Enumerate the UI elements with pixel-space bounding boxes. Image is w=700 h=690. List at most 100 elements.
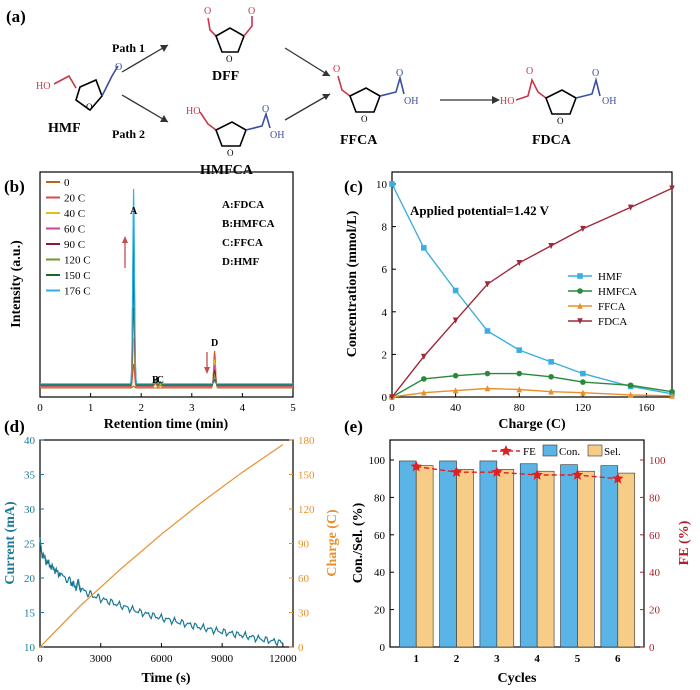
panel-d-label: (d) [4,417,25,436]
panel-a: (a) HO O O HMF Path 1 Path 2 O O O DFF [6,6,616,178]
panel-d-ytick-left-label: 15 [24,608,36,620]
panel-c-legend-label: FDCA [598,316,627,328]
panel-c-series [389,181,675,401]
panel-c-ytick-label: 4 [382,307,388,319]
panel-e-bar-sel [496,469,515,648]
panel-e-ticks: 0 0 20 20 40 40 60 60 80 80 100 100 1 2 3 4 5 6 [369,455,667,665]
panel-e-fe-point [571,469,584,480]
panel-c-point-HMFCA [627,382,634,389]
panel-c-point-FDCA [669,185,675,192]
panel-b-legend-label: 20 C [64,193,85,205]
panel-c-label: (c) [344,177,363,196]
panel-e-xtick-label: 5 [575,653,581,665]
panel-c-point-FFCA [452,387,459,394]
panel-b-peak-label-C: C [157,375,164,386]
panel-e-ytick-left-label: 60 [374,530,386,542]
hmfca-ring-o: O [227,148,234,158]
molecule-dff: O O O DFF [204,6,255,84]
ffca-acid-o: O [396,68,403,79]
panel-e-fe-point [612,472,624,484]
panel-d-xtick-label: 9000 [211,653,234,665]
fdca-left-ho: HO [500,96,514,107]
panel-c-point-HMF [484,328,491,334]
panel-c-legend-marker [577,318,583,325]
panel-b-x-ticks: 0 1 2 3 4 5 [37,393,296,414]
panel-d-ytick-left-label: 30 [24,504,36,516]
ffca-acid-oh: OH [404,96,418,107]
hmf-hydroxymethyl-bond [53,74,77,89]
panel-e-bar-con [600,465,619,648]
panel-c-annotation: Applied potential=1.42 V [410,203,550,218]
panel-e-ytick-left-label: 80 [374,492,386,504]
molecule-hmfca: HO O O OH HMFCA [186,104,284,178]
panel-e-bar-con [479,460,498,648]
panel-e-bar-sel [617,472,636,648]
ffca-acid-bond [379,74,405,97]
fdca-right-o: O [592,68,599,79]
fdca-ring-o: O [557,116,564,126]
panel-c-xtick-label: 80 [514,402,526,414]
panel-b-legend-label: 60 C [64,224,85,236]
panel-e-xtick-label: 6 [615,653,621,665]
dff-ring-o: O [226,54,233,64]
panel-c-legend: HMF HMFCA FFCA FDCA [568,271,637,328]
panel-c-point-FDCA [580,225,586,233]
panel-e-legend: FE Con. Sel. [492,444,621,458]
panel-c-point-FFCA [516,386,523,393]
panel-d-ticks: 0 3000 6000 9000 12000 10 15 20 25 30 35 40 0 30 60 90 1… [24,435,315,665]
panel-b-legend-label: 150 C [64,270,91,282]
panel-c-point-HMF [452,287,459,294]
fdca-left-acid-bond [515,77,547,101]
panel-b-trace-40-C [40,338,293,388]
panel-c-xtick-label: 120 [575,402,592,414]
panel-b-peak-labels: A BC D [130,206,218,386]
panel-c-legend-label: FFCA [598,301,626,313]
panel-e-ytick-right-label: 60 [649,530,661,542]
panel-e-ytick-right-label: 20 [649,605,661,617]
panel-c-point-FDCA [484,281,491,288]
panel-c-point-HMF [389,181,395,187]
panel-a-label: (a) [6,7,26,26]
panel-d-ylabel-left: Current (mA) [3,501,18,585]
panel-b-xtick-label: 2 [138,402,144,414]
hmfca-ho-label: HO [186,106,200,117]
panel-b-trace-120-C [40,248,293,386]
panel-d-ylabel-right: Charge (C) [325,509,340,577]
panel-e-legend-sel-label: Sel. [604,446,621,458]
panel-e-bar-con [398,460,417,648]
panel-b-xtick-label: 5 [290,402,296,414]
panel-e-bar-sel [536,470,555,648]
panel-d-series [39,444,284,648]
molecule-ffca: O O O OH FFCA [333,64,418,148]
panel-d-ytick-left-label: 20 [24,573,36,585]
panel-b-traces [40,188,293,389]
panel-b-xtick-label: 3 [189,402,195,414]
panel-e-xtick-label: 1 [413,653,419,665]
panel-b-peak-key-item: C:FFCA [222,237,263,249]
ffca-aldehyde-bond [337,75,351,97]
hmfca-to-ffca-arrow [284,93,331,121]
fdca-right-oh: OH [602,96,616,107]
hmfca-hydroxymethyl-bond [199,111,217,131]
panel-c-legend-label: HMFCA [598,286,637,298]
panel-d-plot-area [39,439,294,648]
panel-b-legend-label: 0 [64,177,70,189]
panel-c-ytick-label: 2 [382,349,388,361]
panel-e-xtick-label: 2 [454,653,460,665]
panel-d-ytick-right-label: 90 [298,539,310,551]
panel-d-ytick-left-label: 10 [24,642,36,654]
hmfca-acid-o: O [262,104,269,115]
panel-c-point-FFCA [580,389,586,396]
panel-e-bar-con [560,464,578,648]
panel-c-point-FFCA [421,389,427,396]
panel-c-ytick-label: 10 [376,179,388,191]
panel-c-ytick-label: 6 [382,264,388,276]
panel-e-bar-sel [415,465,434,648]
ffca-ring-o: O [361,114,368,124]
fdca-furan-ring [544,89,577,115]
panel-b-peak-key: A:FDCA B:HMFCA C:FFCA D:HMF [222,199,275,268]
panel-c-xtick-label: 40 [450,402,462,414]
panel-e-plot-area [389,439,645,648]
panel-c-point-HMF [421,245,427,251]
